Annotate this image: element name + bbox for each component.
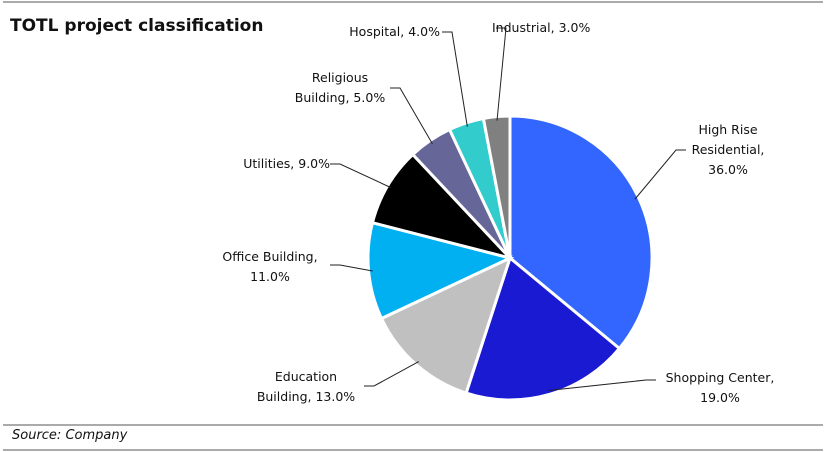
leader-line — [634, 149, 686, 200]
chart-title: TOTL project classification — [10, 16, 264, 36]
leader-line — [442, 31, 468, 127]
leader-line — [330, 264, 373, 272]
leader-line — [390, 87, 433, 145]
data-label: Shopping Center, 19.0% — [665, 370, 775, 405]
data-label: Industrial, 3.0% — [492, 20, 591, 35]
pie-slice — [464, 255, 622, 402]
source-note: Source: Company — [12, 428, 128, 443]
data-label: Office Building, 11.0% — [222, 249, 318, 284]
data-label: Education Building, 13.0% — [256, 369, 356, 404]
data-label: High Rise Residential, 36.0% — [691, 122, 765, 177]
pie-slice — [508, 114, 654, 351]
leader-line — [364, 361, 419, 387]
data-label: Hospital, 4.0% — [349, 24, 440, 39]
data-label: Utilities, 9.0% — [243, 156, 330, 171]
pie-slice — [379, 255, 513, 395]
leader-line — [330, 163, 392, 189]
data-label: Religious Building, 5.0% — [294, 70, 386, 105]
leader-line — [548, 379, 656, 392]
leader-line — [496, 27, 507, 121]
pie-slice — [481, 114, 512, 259]
pie-slice — [366, 220, 515, 321]
